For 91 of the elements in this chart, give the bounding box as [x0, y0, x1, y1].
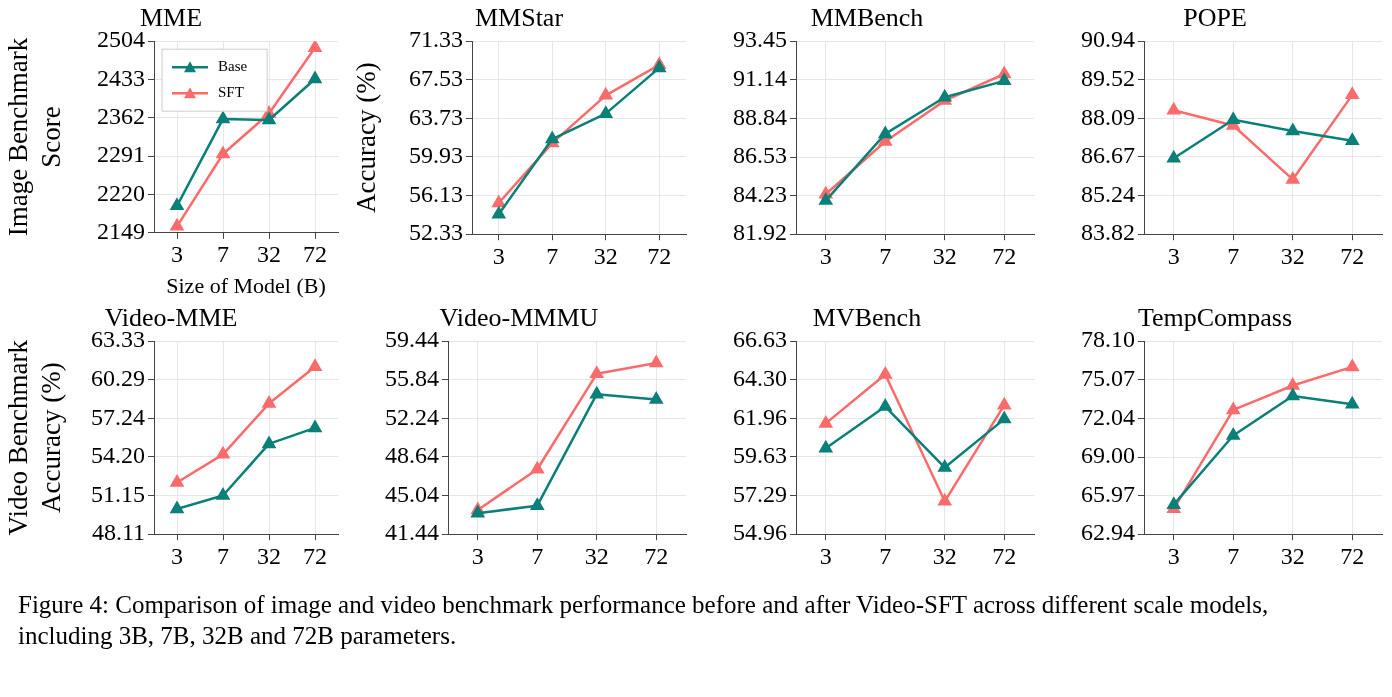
- x-tick-label: 3: [819, 542, 832, 569]
- y-tick-label: 61.96: [733, 403, 787, 430]
- y-tick-label: 66.63: [733, 326, 787, 353]
- x-tick-label: 72: [1340, 542, 1365, 569]
- x-tick-label: 7: [879, 242, 892, 269]
- legend-label: SFT: [218, 84, 244, 101]
- x-tick-label: 72: [644, 542, 669, 569]
- y-tick-label: 69.00: [1081, 442, 1135, 469]
- y-tick-label: 78.10: [1081, 326, 1135, 353]
- x-tick-label: 7: [546, 242, 559, 269]
- y-tick-label: 57.24: [91, 403, 145, 430]
- x-tick-label: 3: [492, 242, 505, 269]
- y-tick-label: 93.45: [733, 26, 787, 53]
- y-tick-label: 55.84: [385, 365, 439, 392]
- y-tick-label: 88.84: [733, 103, 787, 130]
- y-axis-title: Image Benchmark Score: [3, 37, 66, 237]
- y-tick-label: 48.11: [91, 519, 145, 546]
- y-tick-label: 75.07: [1081, 365, 1135, 392]
- y-tick-label: 52.24: [385, 403, 439, 430]
- x-tick-label: 72: [1340, 242, 1365, 269]
- x-tick-label: 7: [1227, 242, 1240, 269]
- y-tick-label: 51.15: [91, 480, 145, 507]
- y-tick-label: 89.52: [1081, 64, 1135, 91]
- x-tick-label: 7: [217, 542, 229, 569]
- x-tick-label: 7: [879, 542, 892, 569]
- y-tick-label: 81.92: [733, 219, 787, 246]
- y-tick-label: 56.13: [409, 180, 463, 207]
- y-tick-label: 57.29: [733, 480, 787, 507]
- y-tick-label: 2433: [97, 64, 145, 91]
- x-axis-title: Size of Model (B): [166, 272, 326, 298]
- x-tick-label: 7: [217, 241, 229, 268]
- x-tick-label: 72: [992, 242, 1017, 269]
- y-axis-title: Video Benchmark Accuracy (%): [3, 339, 66, 536]
- y-tick-label: 2291: [97, 141, 145, 168]
- chart-title: MMBench: [810, 3, 924, 33]
- y-tick-label: 83.82: [1081, 219, 1135, 246]
- y-tick-label: 48.64: [385, 442, 439, 469]
- y-tick-label: 60.29: [91, 365, 145, 392]
- x-tick-label: 3: [171, 241, 183, 268]
- x-tick-label: 7: [1227, 542, 1240, 569]
- x-tick-label: 72: [647, 242, 672, 269]
- y-tick-label: 54.96: [733, 519, 787, 546]
- chart-title: MMStar: [474, 3, 564, 33]
- x-tick-label: 3: [1167, 542, 1180, 569]
- chart-title: Video-MMMU: [439, 303, 599, 333]
- y-tick-label: 54.20: [91, 442, 145, 469]
- y-tick-label: 52.33: [409, 219, 463, 246]
- y-tick-label: 2362: [97, 103, 145, 130]
- x-tick-label: 32: [257, 542, 281, 569]
- x-tick-label: 32: [257, 241, 281, 268]
- y-axis-title: Accuracy (%): [351, 62, 382, 214]
- x-tick-label: 72: [992, 542, 1017, 569]
- y-tick-label: 64.30: [733, 365, 787, 392]
- y-tick-label: 84.23: [733, 180, 787, 207]
- y-tick-label: 59.44: [385, 326, 439, 353]
- x-tick-label: 72: [303, 241, 327, 268]
- x-tick-label: 32: [593, 242, 618, 269]
- y-tick-label: 90.94: [1081, 26, 1135, 53]
- y-tick-label: 45.04: [385, 480, 439, 507]
- caption: Figure 4: Comparison of image and video benchmark performance before and after Video-SFT across different scale models, including 3B, 7B, 32B and 72B parameters.: [18, 590, 1270, 651]
- x-tick-label: 7: [531, 542, 544, 569]
- chart-title: MVBench: [812, 303, 922, 333]
- y-tick-label: 67.53: [409, 65, 463, 92]
- y-tick-label: 71.33: [409, 26, 463, 53]
- x-tick-label: 3: [471, 542, 484, 569]
- y-tick-label: 41.44: [385, 519, 439, 546]
- x-tick-label: 32: [584, 542, 609, 569]
- y-tick-label: 72.04: [1081, 403, 1135, 430]
- x-tick-label: 32: [1280, 242, 1305, 269]
- chart-title: POPE: [1183, 3, 1247, 33]
- y-tick-label: 86.67: [1081, 142, 1135, 169]
- legend-label: Base: [218, 58, 248, 75]
- y-tick-label: 86.53: [733, 142, 787, 169]
- y-tick-label: 62.94: [1081, 519, 1135, 546]
- x-tick-label: 32: [932, 242, 957, 269]
- y-tick-label: 2220: [97, 179, 145, 206]
- y-tick-label: 59.63: [733, 442, 787, 469]
- chart-title: TempCompass: [1137, 303, 1293, 333]
- x-tick-label: 72: [303, 542, 327, 569]
- y-tick-label: 2149: [97, 218, 145, 245]
- x-tick-label: 32: [932, 542, 957, 569]
- y-tick-label: 65.97: [1081, 480, 1135, 507]
- x-tick-label: 3: [1167, 242, 1180, 269]
- y-tick-label: 91.14: [733, 65, 787, 92]
- y-tick-label: 59.93: [409, 142, 463, 169]
- y-tick-label: 88.09: [1081, 103, 1135, 130]
- y-tick-label: 85.24: [1081, 181, 1135, 208]
- x-tick-label: 3: [819, 242, 832, 269]
- y-tick-label: 63.73: [409, 103, 463, 130]
- x-tick-label: 3: [171, 542, 183, 569]
- x-tick-label: 32: [1280, 542, 1305, 569]
